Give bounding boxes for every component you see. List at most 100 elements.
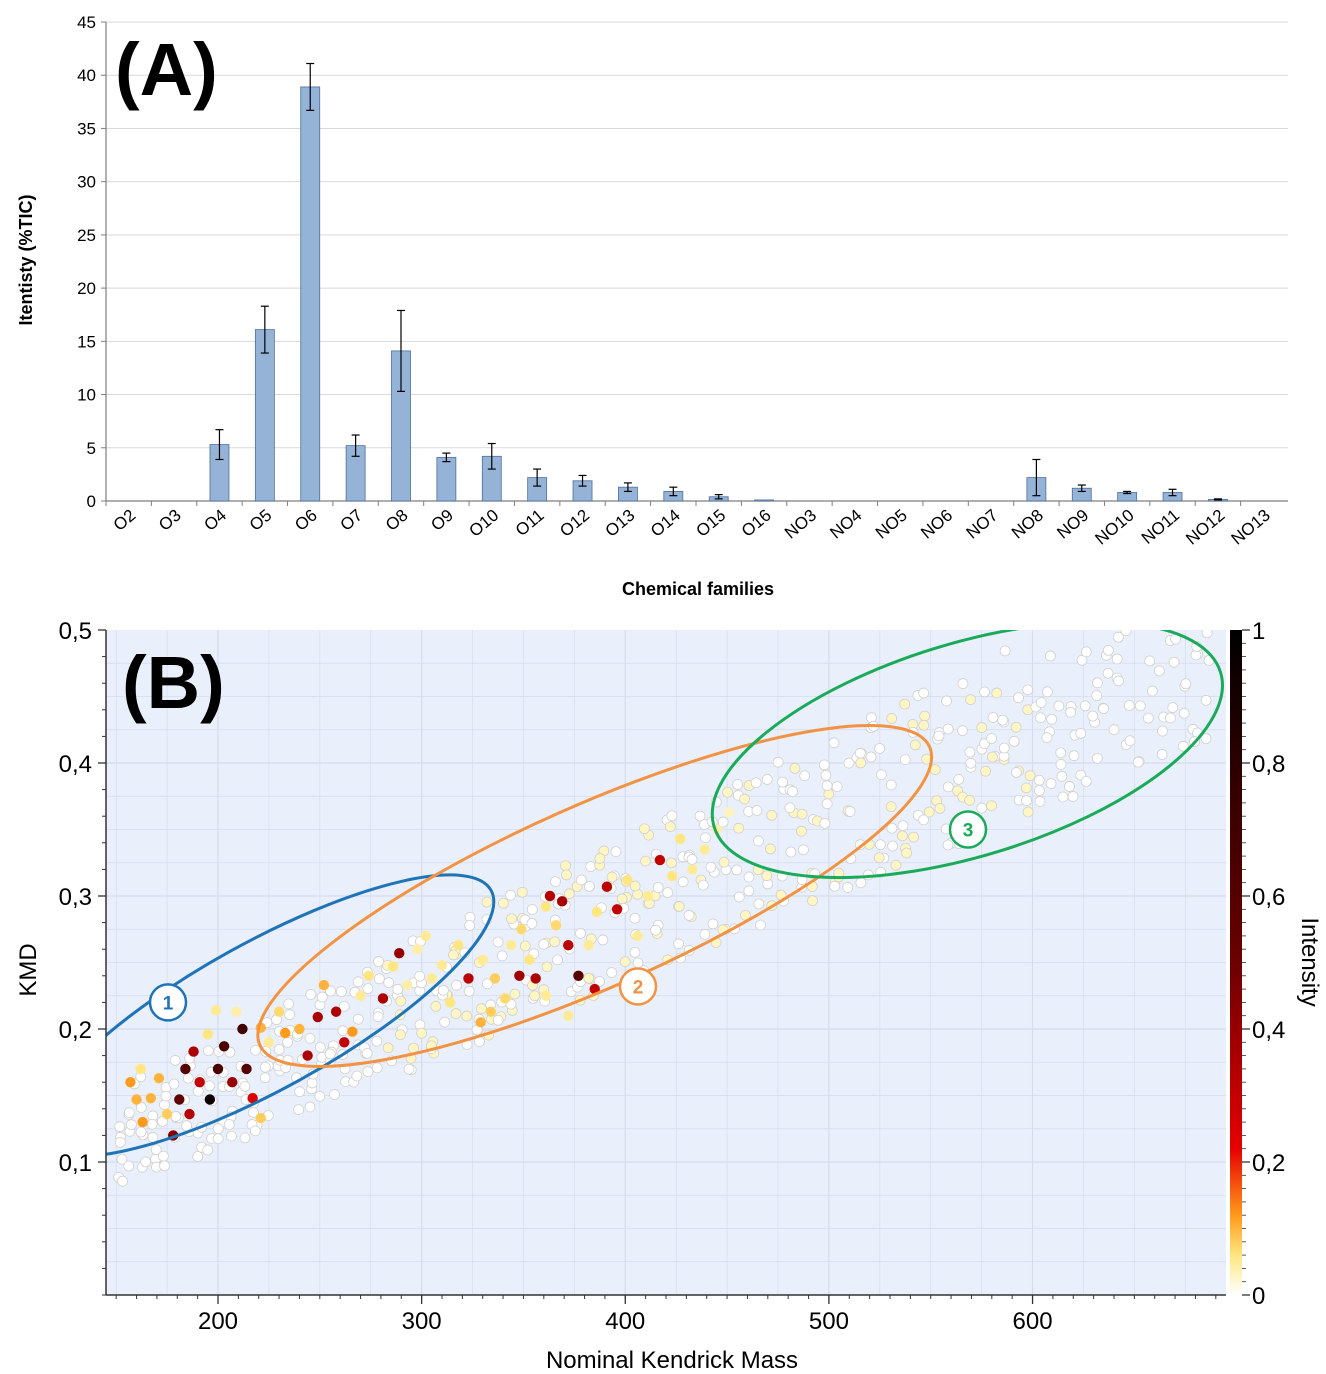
background-point: [818, 759, 830, 771]
background-point: [284, 1009, 296, 1021]
background-point: [1021, 795, 1032, 806]
error-bar-O5: [260, 305, 269, 354]
data-point: [204, 1094, 216, 1105]
error-bar-O15: [714, 494, 723, 500]
background-point: [606, 871, 618, 883]
background-point: [1132, 756, 1144, 768]
background-point: [416, 1027, 427, 1039]
group-labels: 1 2 3: [148, 810, 988, 1022]
colorbar-tick-label: 0,2: [1252, 1150, 1285, 1177]
background-point: [629, 912, 641, 924]
background-point: [722, 786, 733, 798]
data-point: [583, 940, 594, 951]
background-point: [923, 806, 935, 818]
background-point: [550, 876, 561, 887]
background-point: [1091, 690, 1103, 702]
x-tick-label: 300: [402, 1308, 442, 1335]
background-point: [991, 687, 1003, 699]
background-point: [259, 1072, 271, 1084]
data-point: [453, 940, 464, 951]
background-point: [1153, 665, 1165, 677]
group-label-text: 1: [163, 993, 174, 1014]
y-tick-label: 25: [77, 226, 96, 245]
background-point: [842, 882, 854, 893]
background-point: [965, 757, 977, 769]
background-point: [451, 979, 462, 991]
background-point: [697, 879, 709, 891]
background-point: [987, 751, 998, 763]
group-label-3: 3: [948, 810, 988, 849]
background-point: [1057, 791, 1069, 803]
data-point: [675, 833, 686, 845]
background-point: [192, 1151, 204, 1162]
data-point: [514, 970, 525, 981]
background-point: [957, 725, 968, 737]
data-point: [227, 1077, 238, 1088]
error-bar-NO12: [1213, 498, 1222, 501]
background-point: [1010, 721, 1022, 733]
colorbar-gradient: [1230, 630, 1242, 1295]
data-point: [294, 1023, 305, 1035]
background-point: [761, 774, 773, 785]
background-point: [1056, 770, 1068, 782]
background-point: [1045, 650, 1056, 662]
background-point: [820, 769, 832, 781]
data-point: [387, 961, 399, 972]
background-point: [248, 1107, 259, 1118]
background-point: [294, 1086, 306, 1098]
background-point: [475, 1003, 487, 1015]
data-point: [194, 1077, 205, 1088]
background-point: [1022, 806, 1034, 818]
background-point: [461, 1010, 473, 1022]
data-point: [255, 1112, 266, 1124]
background-point: [1120, 630, 1132, 637]
background-point: [751, 805, 763, 816]
background-point: [1134, 700, 1146, 712]
colorbar: 0 0,2 0,4 0,6 0,8 1 Intensity: [1230, 618, 1323, 1310]
background-point: [1067, 791, 1079, 802]
background-point: [352, 976, 364, 988]
data-point: [499, 993, 511, 1004]
background-point: [610, 846, 622, 858]
background-point: [439, 1016, 451, 1028]
background-point: [887, 840, 899, 852]
background-point: [351, 1070, 363, 1082]
x-tick-label: O12: [556, 506, 593, 541]
background-point: [157, 1150, 169, 1162]
background-point: [552, 954, 563, 966]
background-point: [529, 990, 540, 1002]
data-point: [145, 1092, 156, 1104]
background-point: [497, 897, 509, 909]
x-tick-label: O7: [337, 506, 367, 535]
background-point: [1011, 767, 1022, 778]
data-point: [563, 1010, 574, 1021]
data-point: [339, 1037, 350, 1048]
background-point: [437, 984, 449, 996]
bars: [209, 86, 1228, 502]
background-point: [873, 852, 885, 864]
background-point: [394, 1029, 406, 1041]
background-point: [371, 1062, 383, 1074]
background-point: [168, 1078, 180, 1090]
data-point: [125, 1077, 136, 1088]
background-point: [677, 876, 689, 888]
background-point: [1034, 785, 1045, 796]
data-point: [544, 890, 556, 902]
background-point: [652, 882, 664, 893]
x-tick-label: NO13: [1228, 506, 1274, 549]
y-tick-label: 0: [87, 492, 96, 511]
background-point: [304, 1032, 316, 1044]
background-point: [638, 823, 650, 835]
background-point: [1021, 782, 1032, 794]
background-point: [753, 835, 764, 847]
background-point: [976, 802, 988, 814]
background-point: [170, 1111, 182, 1122]
data-point: [666, 870, 678, 882]
colorbar-title: Intensity: [1296, 917, 1323, 1006]
background-point: [629, 946, 641, 958]
background-point: [1200, 694, 1212, 706]
y-tick-labels: 0,1 0,2 0,3 0,4 0,5: [59, 618, 106, 1296]
background-point: [750, 777, 762, 789]
error-bar-O7: [351, 434, 360, 457]
background-point: [361, 1047, 373, 1059]
